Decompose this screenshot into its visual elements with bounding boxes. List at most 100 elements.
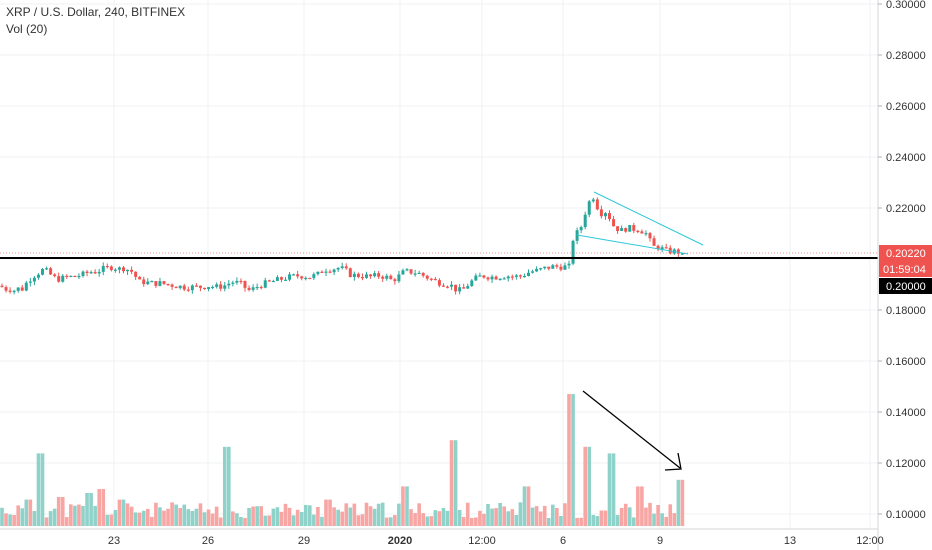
level-price-value: 0.20000 bbox=[886, 281, 926, 293]
candle bbox=[421, 272, 425, 278]
volume-bar bbox=[542, 505, 547, 526]
candle bbox=[494, 275, 498, 280]
candle bbox=[194, 283, 198, 287]
candle bbox=[263, 277, 267, 289]
candle bbox=[130, 266, 134, 275]
volume-bar bbox=[8, 514, 12, 526]
wedge-lower-line[interactable] bbox=[576, 234, 689, 255]
candle bbox=[680, 253, 684, 255]
volume-bar bbox=[259, 506, 263, 526]
volume-bar bbox=[380, 502, 385, 526]
volume-bar bbox=[615, 515, 620, 526]
candle bbox=[433, 277, 437, 281]
candle bbox=[97, 268, 101, 277]
candle bbox=[300, 275, 304, 281]
volume-bar bbox=[77, 504, 81, 526]
candle bbox=[437, 278, 441, 288]
candle bbox=[555, 263, 559, 269]
volume-bar bbox=[429, 516, 434, 526]
volume-bar bbox=[202, 512, 207, 526]
volume-bar bbox=[137, 512, 142, 526]
volume-bar bbox=[518, 502, 523, 526]
volume-bar bbox=[60, 496, 65, 526]
price-tick-label: 0.16000 bbox=[886, 356, 926, 368]
volume-bar bbox=[174, 504, 178, 526]
candle bbox=[81, 270, 85, 278]
volume-bar bbox=[283, 503, 288, 526]
volume-bar bbox=[154, 502, 158, 526]
volume-bar bbox=[186, 509, 191, 526]
price-axis[interactable]: 0.30000 0.28000 0.26000 0.24000 0.22000 0.180… bbox=[877, 0, 932, 550]
candle bbox=[381, 275, 385, 282]
candle bbox=[478, 272, 482, 277]
candle bbox=[105, 263, 109, 269]
arrow-annotation[interactable] bbox=[582, 390, 682, 471]
volume-bar bbox=[421, 513, 425, 526]
candle bbox=[113, 268, 117, 273]
volume-bar bbox=[344, 503, 349, 526]
candle bbox=[328, 269, 332, 274]
candle bbox=[514, 274, 518, 280]
candle bbox=[587, 199, 591, 218]
time-tick-label: 2020 bbox=[388, 535, 412, 547]
volume-bar bbox=[101, 489, 106, 526]
symbol-title[interactable]: XRP / U.S. Dollar, 240, BITFINEX bbox=[6, 5, 186, 19]
volume-bar bbox=[449, 440, 454, 526]
volume-bar bbox=[401, 486, 405, 526]
candle bbox=[535, 266, 539, 273]
volume-bar bbox=[437, 511, 442, 526]
candle bbox=[292, 273, 296, 276]
candle bbox=[644, 230, 648, 237]
candle bbox=[502, 277, 506, 280]
time-tick-label: 23 bbox=[108, 535, 120, 547]
candle bbox=[178, 285, 182, 290]
volume-bar bbox=[470, 517, 474, 526]
volume-bar bbox=[417, 503, 421, 526]
price-tick-label: 0.22000 bbox=[886, 203, 926, 215]
wedge-channel[interactable] bbox=[576, 191, 704, 255]
volume-bar bbox=[247, 508, 251, 526]
volume-bar bbox=[93, 505, 97, 526]
time-axis[interactable]: 23 26 29 2020 12:00 6 9 13 12:00 bbox=[0, 528, 884, 547]
candle bbox=[0, 283, 4, 288]
candle bbox=[296, 270, 300, 279]
volume-indicator-label[interactable]: Vol (20) bbox=[6, 22, 48, 36]
candle bbox=[603, 212, 607, 220]
volume-bar bbox=[214, 506, 219, 526]
candle bbox=[255, 283, 259, 291]
candle bbox=[486, 276, 490, 282]
candle bbox=[69, 275, 73, 278]
candle bbox=[239, 278, 243, 285]
candle bbox=[150, 280, 154, 283]
volume-bar bbox=[660, 513, 664, 526]
volume-bar bbox=[117, 499, 122, 526]
volume-bar bbox=[413, 513, 417, 526]
candle bbox=[49, 267, 53, 276]
last-price-badge: 0.20220 01:59:04 bbox=[879, 245, 932, 277]
candle bbox=[142, 276, 146, 287]
volume-bar bbox=[425, 516, 430, 526]
candle bbox=[28, 277, 32, 287]
volume-bar bbox=[89, 493, 93, 526]
volume-bar bbox=[591, 514, 596, 526]
candle bbox=[385, 273, 389, 281]
candle bbox=[4, 285, 8, 293]
candle bbox=[271, 279, 275, 283]
candle bbox=[628, 225, 632, 232]
candle bbox=[506, 275, 510, 282]
candle bbox=[620, 225, 624, 232]
volume-bar bbox=[352, 503, 357, 526]
candle bbox=[61, 273, 65, 283]
volume-bar bbox=[656, 504, 660, 526]
time-tick-label: 13 bbox=[784, 535, 796, 547]
wedge-upper-line[interactable] bbox=[593, 191, 704, 246]
candle bbox=[166, 283, 170, 286]
candle bbox=[243, 280, 247, 292]
volume-bar bbox=[356, 515, 361, 526]
volume-bars bbox=[0, 394, 685, 526]
volume-bar bbox=[579, 517, 583, 526]
candle bbox=[547, 266, 551, 271]
candle bbox=[16, 287, 20, 293]
volume-bar bbox=[121, 499, 126, 526]
